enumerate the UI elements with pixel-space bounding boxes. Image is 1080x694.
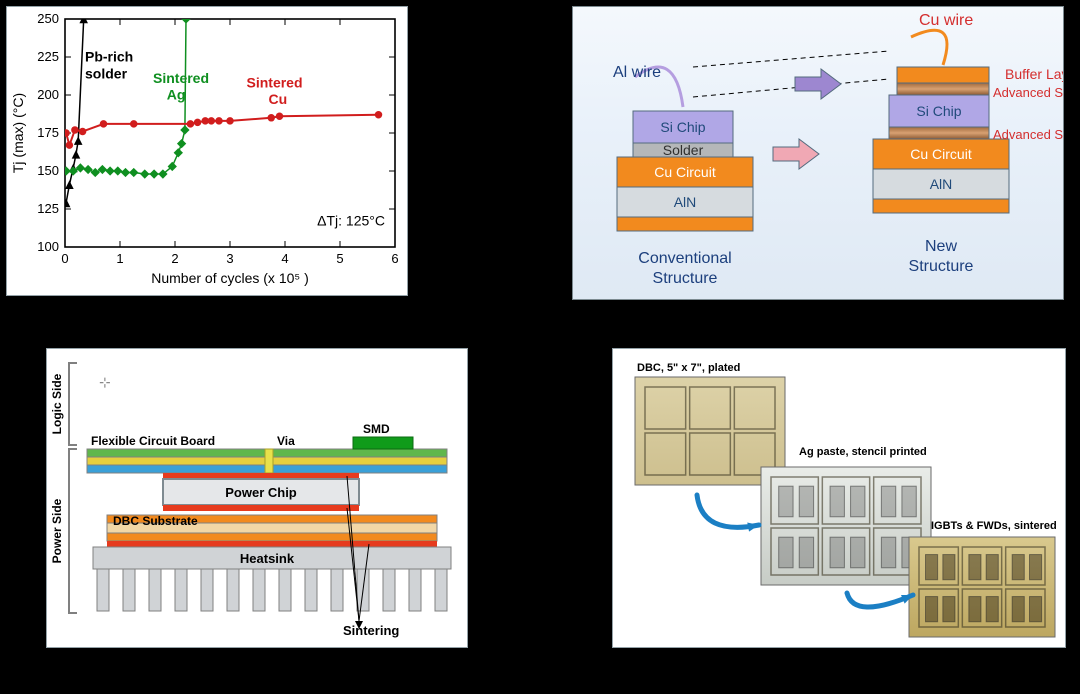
svg-text:Power Chip: Power Chip xyxy=(225,485,297,500)
svg-text:Advanced Sinter: Advanced Sinter xyxy=(993,127,1063,142)
svg-text:Ag paste, stencil printed: Ag paste, stencil printed xyxy=(799,446,927,458)
svg-text:100: 100 xyxy=(37,239,59,254)
svg-text:225: 225 xyxy=(37,49,59,64)
svg-text:Logic Side: Logic Side xyxy=(50,373,64,434)
chart-svg: 100 125 150 175 200 225 250 0 1 2 3 4 5 6 Number of cy… xyxy=(7,7,407,295)
svg-text:Power Side: Power Side xyxy=(50,498,64,563)
svg-text:AlN: AlN xyxy=(930,176,953,192)
chart-panel: 100 125 150 175 200 225 250 0 1 2 3 4 5 6 Number of cy… xyxy=(6,6,408,296)
svg-text:Ag: Ag xyxy=(167,87,186,103)
svg-text:Si Chip: Si Chip xyxy=(916,103,961,119)
svg-text:Via: Via xyxy=(277,434,295,448)
svg-text:Si Chip: Si Chip xyxy=(660,119,705,135)
svg-text:Cu wire: Cu wire xyxy=(919,12,973,29)
svg-text:0: 0 xyxy=(61,251,68,266)
svg-text:Number of cycles (x 10⁵ ): Number of cycles (x 10⁵ ) xyxy=(151,270,309,286)
svg-text:Structure: Structure xyxy=(653,270,718,287)
crosssection-svg: Logic Side Power Side ⊹ Flexible Circuit Bo… xyxy=(47,349,467,647)
process-panel: DBC, 5" x 7", plated Ag paste, stencil pr… xyxy=(612,348,1066,648)
svg-text:SMD: SMD xyxy=(363,422,390,436)
svg-text:175: 175 xyxy=(37,125,59,140)
svg-text:Pb-rich: Pb-rich xyxy=(85,49,133,65)
crosssection-panel: Logic Side Power Side ⊹ Flexible Circuit Bo… xyxy=(46,348,468,648)
svg-text:250: 250 xyxy=(37,11,59,26)
svg-text:IGBTs & FWDs, sintered: IGBTs & FWDs, sintered xyxy=(931,520,1057,532)
svg-text:125: 125 xyxy=(37,201,59,216)
svg-text:ΔTj: 125°C: ΔTj: 125°C xyxy=(317,213,385,229)
svg-text:Sintered: Sintered xyxy=(247,74,303,90)
svg-text:Al wire: Al wire xyxy=(613,64,661,81)
structure-panel: Si Chip Solder Cu Circuit AlN Al wire Si Chip… xyxy=(572,6,1064,300)
process-svg: DBC, 5" x 7", plated Ag paste, stencil pr… xyxy=(613,349,1065,647)
svg-text:AlN: AlN xyxy=(674,194,697,210)
svg-text:DBC Substrate: DBC Substrate xyxy=(113,514,198,528)
svg-text:Heatsink: Heatsink xyxy=(240,551,295,566)
svg-text:Structure: Structure xyxy=(909,258,974,275)
svg-text:Cu Circuit: Cu Circuit xyxy=(654,164,716,180)
svg-text:200: 200 xyxy=(37,87,59,102)
svg-text:Buffer Layer: Buffer Layer xyxy=(1005,66,1063,82)
svg-text:Tj (max) (°C): Tj (max) (°C) xyxy=(10,93,26,173)
svg-text:Sintering: Sintering xyxy=(343,623,399,638)
structure-svg: Si Chip Solder Cu Circuit AlN Al wire Si Chip… xyxy=(573,7,1063,299)
svg-text:Cu Circuit: Cu Circuit xyxy=(910,146,972,162)
svg-text:solder: solder xyxy=(85,65,128,81)
svg-text:DBC, 5" x 7", plated: DBC, 5" x 7", plated xyxy=(637,362,740,374)
svg-text:New: New xyxy=(925,238,957,255)
svg-text:⊹: ⊹ xyxy=(99,374,111,390)
svg-text:4: 4 xyxy=(281,251,288,266)
svg-text:3: 3 xyxy=(226,251,233,266)
svg-text:Flexible Circuit Board: Flexible Circuit Board xyxy=(91,434,215,448)
svg-text:Cu: Cu xyxy=(269,91,288,107)
svg-text:1: 1 xyxy=(116,251,123,266)
stage: 100 125 150 175 200 225 250 0 1 2 3 4 5 6 Number of cy… xyxy=(0,0,1080,694)
svg-text:150: 150 xyxy=(37,163,59,178)
svg-text:Advanced Sinter: Advanced Sinter xyxy=(993,85,1063,100)
svg-text:5: 5 xyxy=(336,251,343,266)
svg-text:6: 6 xyxy=(391,251,398,266)
svg-text:Sintered: Sintered xyxy=(153,70,209,86)
svg-text:Conventional: Conventional xyxy=(638,250,731,267)
svg-text:2: 2 xyxy=(171,251,178,266)
svg-text:Solder: Solder xyxy=(663,142,704,158)
